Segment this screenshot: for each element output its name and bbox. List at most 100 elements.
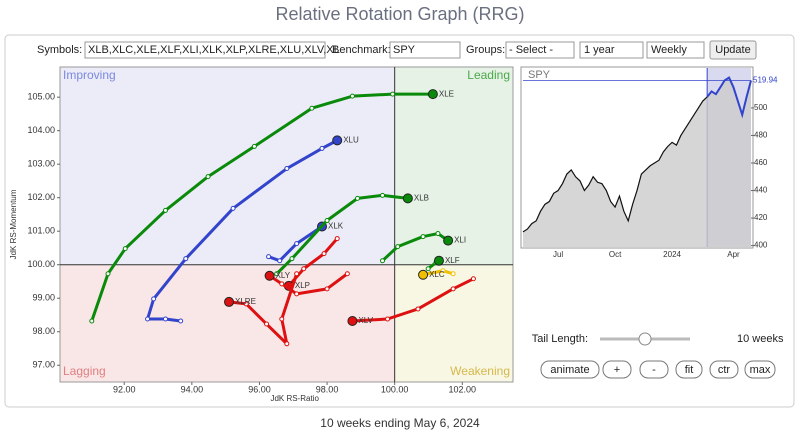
tail-point <box>251 143 257 149</box>
quadrant-weakening <box>394 264 513 382</box>
button[interactable] <box>744 360 776 379</box>
tail-point <box>294 241 300 247</box>
y-tick-label: 480 <box>754 131 768 140</box>
x-tick-label: 2024 <box>663 250 681 259</box>
series-label: XLP <box>295 281 310 290</box>
benchmark-label: Benchmark: <box>332 44 391 56</box>
tail-point <box>162 207 168 213</box>
button[interactable] <box>709 360 739 379</box>
tail-point <box>105 271 111 277</box>
tail-point <box>205 174 211 180</box>
x-axis-label: JdK RS-Ratio <box>270 394 319 403</box>
button[interactable] <box>602 360 632 379</box>
x-tick-label: 94.00 <box>181 384 204 394</box>
button-label: + <box>614 364 620 376</box>
period-select[interactable] <box>579 41 644 59</box>
series-label: XLC <box>429 270 445 279</box>
tail-point <box>450 271 456 277</box>
y-tick-label: 420 <box>754 213 768 222</box>
tail-point <box>162 316 168 322</box>
series-label: XLU <box>343 135 359 144</box>
button-label: animate <box>550 364 589 376</box>
button-label: fit <box>685 364 694 376</box>
tail-point <box>385 316 391 322</box>
groups-label: Groups: <box>466 44 505 56</box>
groups-value: - Select - <box>509 44 553 56</box>
tail-knob[interactable] <box>638 332 652 346</box>
symbols-label: Symbols: <box>37 44 82 56</box>
y-tick-label: 460 <box>754 158 768 167</box>
tail-point <box>354 195 360 201</box>
quadrant-label: Weakening <box>450 364 510 378</box>
tail-point <box>294 291 300 297</box>
head-point <box>433 255 444 266</box>
head-point <box>443 235 454 246</box>
button[interactable] <box>675 360 703 379</box>
tail-point <box>435 231 441 237</box>
button-label: - <box>652 364 656 376</box>
tail-value: 10 weeks <box>737 333 784 345</box>
y-tick-label: 500 <box>754 103 768 112</box>
tail-point <box>264 321 270 327</box>
tail-point <box>243 301 249 307</box>
y-tick-label: 98.00 <box>32 326 55 336</box>
groups-select[interactable] <box>505 41 575 59</box>
quadrant-label: Leading <box>467 68 510 82</box>
footer: 10 weeks ending May 6, 2024 <box>320 416 480 430</box>
tail-point <box>349 93 355 99</box>
head-point <box>418 269 429 280</box>
plot-frame <box>59 66 514 383</box>
series-label: XLY <box>276 271 291 280</box>
tail-point <box>309 105 315 111</box>
update-button[interactable] <box>709 40 757 60</box>
tail-point <box>395 244 401 250</box>
tail-point <box>420 234 426 240</box>
x-tick-label: 100.00 <box>381 384 409 394</box>
tail-label: Tail Length: <box>532 333 588 345</box>
y-axis-label: JdK RS-Momentum <box>9 189 18 259</box>
y-tick-label: 101.00 <box>27 226 55 236</box>
quadrant-leading <box>394 67 513 265</box>
tail-point <box>344 271 350 277</box>
tail-point <box>279 316 285 322</box>
tail-line <box>90 92 433 322</box>
y-tick-label: 102.00 <box>27 192 55 202</box>
button[interactable] <box>639 360 669 379</box>
tail-point <box>380 258 386 264</box>
frequency-select[interactable] <box>646 41 705 59</box>
x-tick-label: Apr <box>727 250 740 259</box>
y-tick-label: 105.00 <box>27 92 55 102</box>
quadrant-lagging <box>60 264 395 382</box>
button[interactable] <box>540 360 600 379</box>
series-label: XLB <box>414 193 429 202</box>
chart-title: SPY <box>528 69 551 81</box>
tail-point <box>279 281 285 287</box>
tail-line <box>228 273 299 346</box>
tail-point <box>284 166 290 172</box>
symbols-input[interactable] <box>84 41 326 59</box>
tail-point <box>145 316 151 322</box>
price-tail <box>706 76 752 119</box>
benchmark-input[interactable] <box>389 41 461 59</box>
price-line <box>522 96 708 233</box>
tail-point <box>321 251 327 257</box>
tail-point <box>274 271 280 277</box>
tail-point <box>415 306 421 312</box>
tail-line <box>268 225 323 263</box>
head-point <box>402 193 413 204</box>
tail-point <box>380 192 386 198</box>
y-tick-label: 100.00 <box>27 259 55 269</box>
symbols-value: XLB,XLC,XLE,XLF,XLI,XLK,XLP,XLRE,XLU,XLV… <box>88 44 340 56</box>
period-value: 1 year <box>584 44 615 56</box>
button-label: max <box>750 364 771 376</box>
last-value-label: 519.94 <box>753 76 778 85</box>
head-point <box>264 270 275 281</box>
tail-point <box>178 318 184 324</box>
x-tick-label: 96.00 <box>248 384 271 394</box>
tail-point <box>470 276 476 282</box>
series-label: XLF <box>445 256 460 265</box>
tail-point <box>301 266 307 272</box>
y-tick-label: 400 <box>754 241 768 250</box>
quadrant-label: Lagging <box>63 364 106 378</box>
series-label: XLI <box>454 236 466 245</box>
